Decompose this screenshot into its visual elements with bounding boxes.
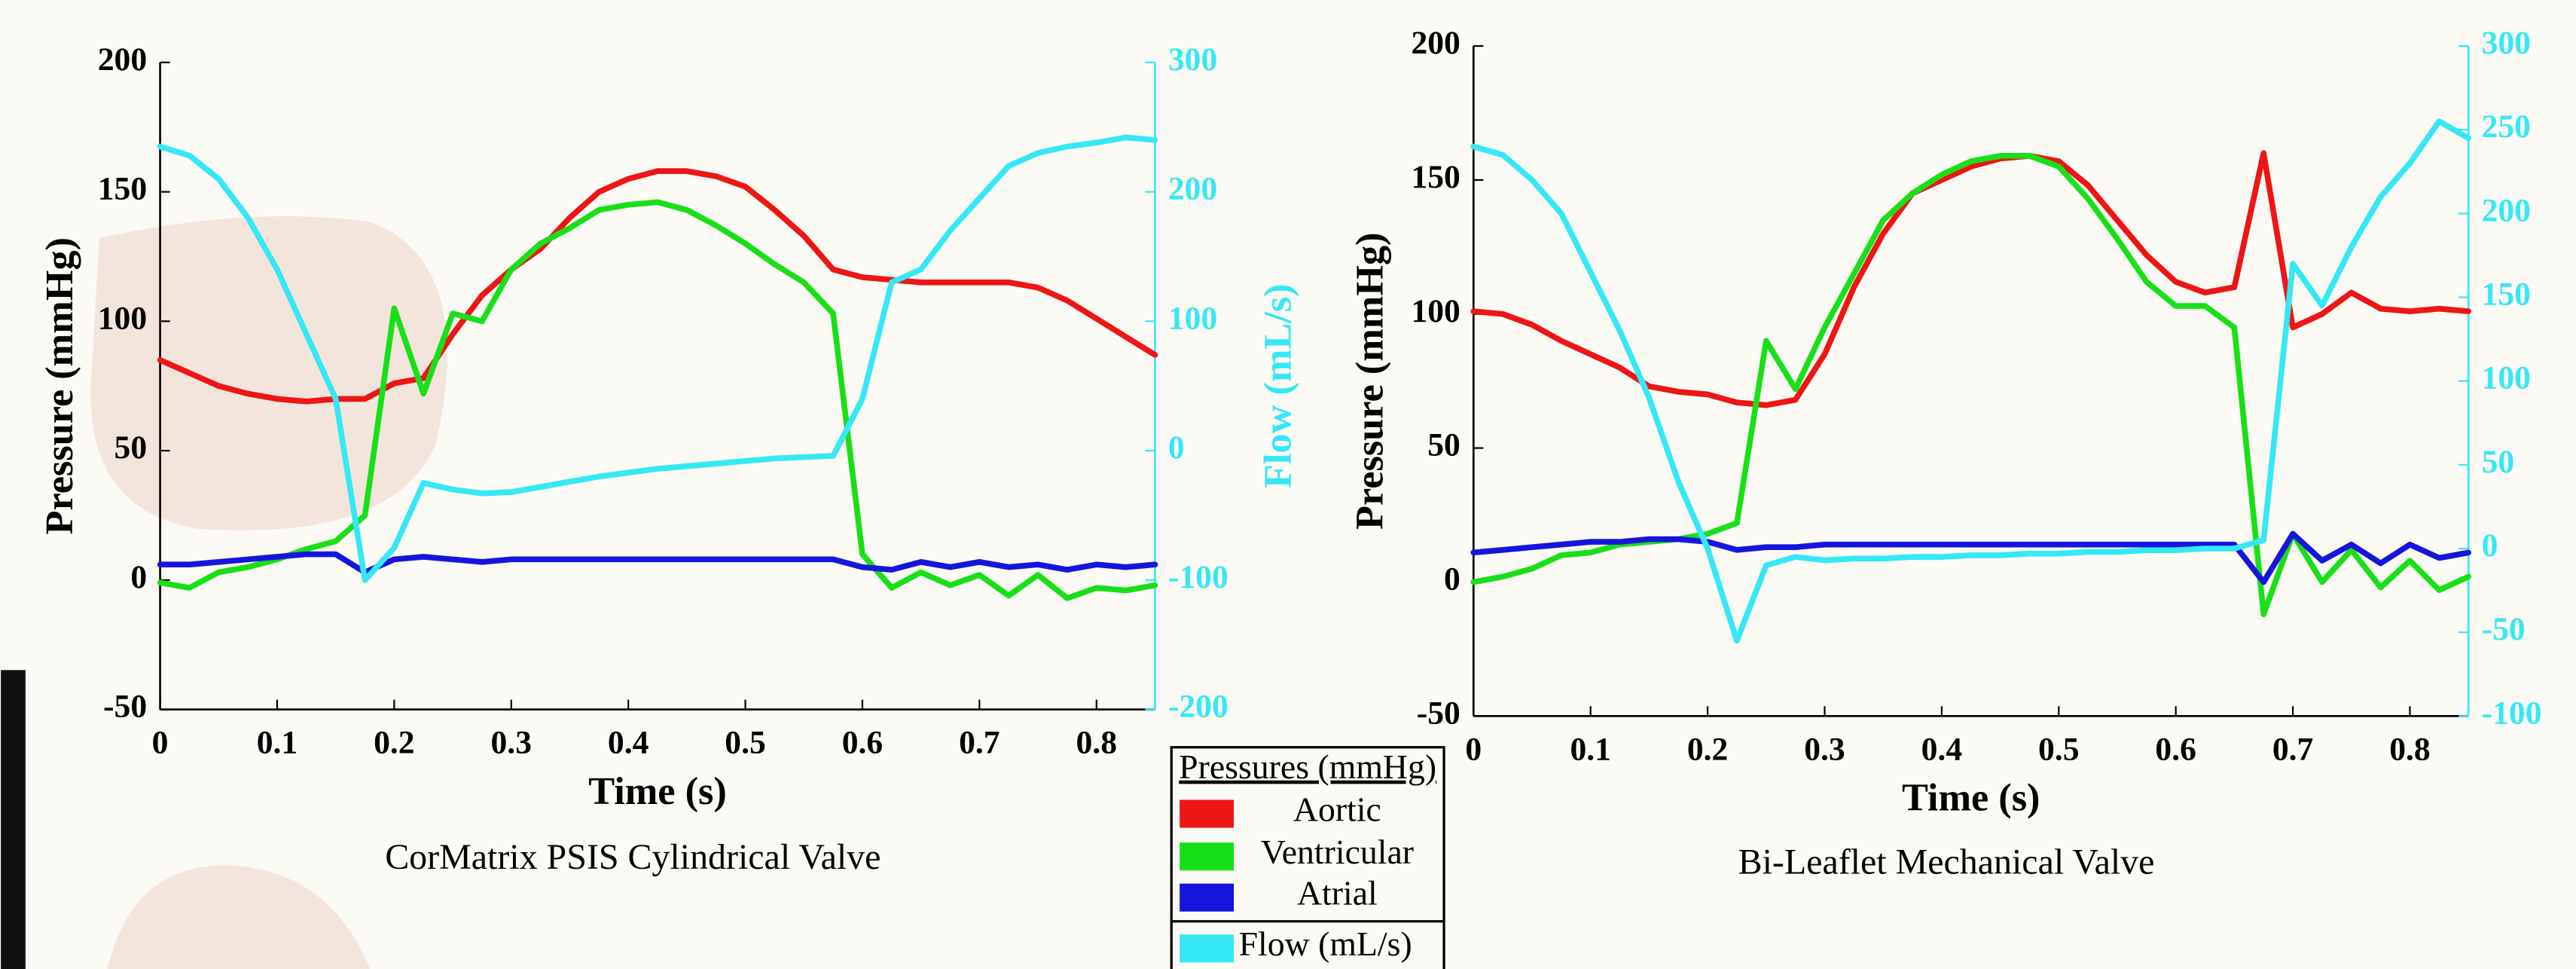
y-tick-label: 100 <box>1411 293 1460 329</box>
data-line <box>157 199 1158 601</box>
y2-tick-label: 200 <box>2482 192 2531 228</box>
y-axis-label: Pressure (mmHg) <box>38 237 81 535</box>
legend-swatch <box>1180 799 1235 828</box>
data-line <box>157 551 1158 576</box>
y2-tick-label: 300 <box>1168 41 1217 78</box>
data-line <box>1470 118 2471 644</box>
y-tick-label: 200 <box>98 41 147 78</box>
x-tick-label: 0.7 <box>2272 731 2313 767</box>
y-tick-label: 200 <box>1411 25 1460 61</box>
y2-tick-label: 100 <box>1168 300 1217 336</box>
y-tick-label: 50 <box>114 429 148 466</box>
background-blob <box>90 216 447 530</box>
x-tick-label: 0.5 <box>725 725 765 761</box>
data-line <box>1470 150 2471 408</box>
y2-tick-label: -100 <box>1168 559 1228 595</box>
legend-title: Pressures (mmHg) <box>1179 747 1436 786</box>
y2-tick-label: 150 <box>2482 277 2531 313</box>
chart-caption: CorMatrix PSIS Cylindrical Valve <box>385 837 881 877</box>
x-tick-label: 0.8 <box>1076 725 1117 761</box>
x-tick-label: 0.3 <box>491 725 532 761</box>
y2-tick-label: 50 <box>2482 444 2515 480</box>
y2-tick-label: 200 <box>1168 171 1217 207</box>
x-tick-label: 0.5 <box>2038 731 2079 767</box>
x-tick-label: 0.8 <box>2389 731 2430 767</box>
y2-tick-label: 100 <box>2482 360 2531 396</box>
x-tick-label: 0.3 <box>1804 731 1845 767</box>
x-tick-label: 0 <box>152 725 169 761</box>
y2-tick-label: 300 <box>2482 25 2531 61</box>
edge-bar <box>1 670 26 969</box>
x-tick-label: 0.7 <box>959 725 1000 761</box>
y2-tick-label: -200 <box>1168 689 1228 725</box>
data-line <box>1470 530 2471 585</box>
x-tick-label: 0.6 <box>2155 731 2196 767</box>
y-tick-label: 150 <box>98 171 147 207</box>
x-tick-label: 0.4 <box>1921 731 1962 767</box>
legend-label: Atrial <box>1297 874 1378 912</box>
y2-tick-label: 0 <box>2482 527 2498 564</box>
x-axis-label: Time (s) <box>1902 776 2040 820</box>
legend-swatch <box>1180 842 1235 871</box>
y-axis-label: Pressure (mmHg) <box>1348 232 1391 530</box>
legend-label: Ventricular <box>1261 833 1414 871</box>
y2-tick-label: -100 <box>2482 695 2542 731</box>
x-axis-label: Time (s) <box>588 769 727 813</box>
x-tick-label: 0.1 <box>1570 731 1610 767</box>
y-tick-label: 0 <box>1444 561 1460 597</box>
x-tick-label: 0.6 <box>842 725 883 761</box>
x-tick-label: 0.2 <box>374 725 414 761</box>
legend-label: Aortic <box>1293 790 1381 828</box>
x-tick-label: 0.4 <box>608 725 649 761</box>
y2-tick-label: 0 <box>1168 429 1185 466</box>
y-tick-label: 150 <box>1411 159 1460 195</box>
x-tick-label: 0.1 <box>257 725 298 761</box>
legend-swatch <box>1180 934 1235 963</box>
y-tick-label: 0 <box>130 559 147 595</box>
x-tick-label: 0 <box>1465 731 1482 767</box>
y2-tick-label: 250 <box>2482 109 2531 145</box>
data-line <box>157 134 1158 583</box>
y2-axis-label: Flow (mL/s) <box>1256 283 1299 488</box>
y-tick-label: -50 <box>1417 695 1460 731</box>
y-tick-label: -50 <box>103 689 147 725</box>
y-tick-label: 50 <box>1427 427 1460 463</box>
legend-label: Flow (mL/s) <box>1239 925 1412 963</box>
background-blob <box>107 865 371 969</box>
legend-swatch <box>1180 883 1235 912</box>
data-line <box>157 168 1158 405</box>
chart-caption: Bi-Leaflet Mechanical Valve <box>1738 842 2155 882</box>
legend: Pressures (mmHg) Aortic VentricularAtrial… <box>1170 746 1445 969</box>
y2-tick-label: -50 <box>2482 611 2526 647</box>
x-tick-label: 0.2 <box>1687 731 1728 767</box>
y-tick-label: 100 <box>98 300 147 336</box>
